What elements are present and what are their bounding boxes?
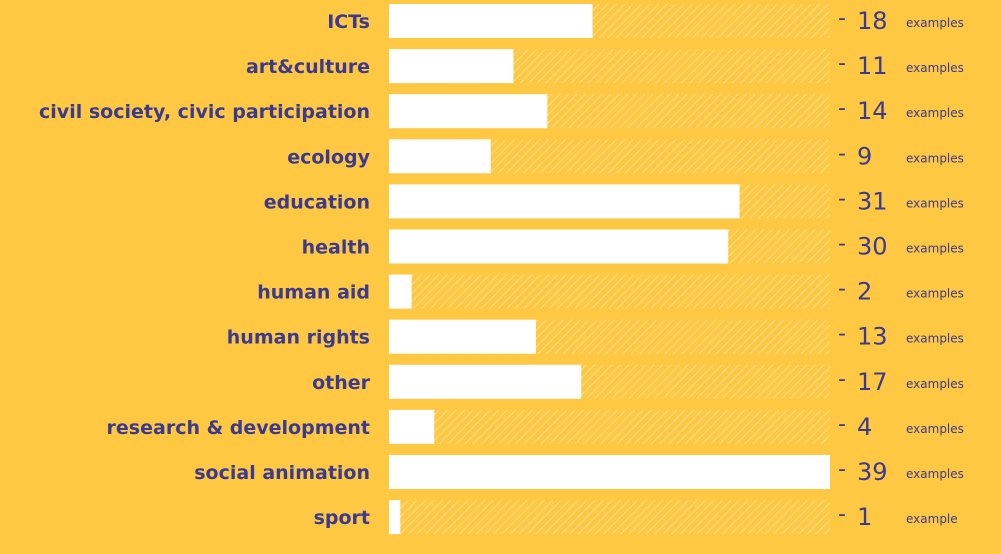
bar — [389, 364, 582, 399]
category-label: human aid — [257, 282, 370, 304]
bar-row: art&culture -11 examples — [246, 49, 964, 84]
unit-label: examples — [906, 422, 964, 436]
bar-row: other -17 examples — [312, 364, 964, 399]
value-label: 4 — [857, 413, 872, 441]
separator-dash: - — [838, 6, 846, 31]
separator-dash: - — [838, 96, 846, 121]
unit-label: examples — [906, 332, 964, 346]
unit-label: examples — [906, 377, 964, 391]
bar-row: social animation -39 examples — [194, 455, 964, 489]
bar — [389, 455, 830, 489]
bar-row: human aid -2 examples — [257, 274, 964, 309]
value-label: 13 — [857, 323, 888, 351]
unit-label: examples — [906, 106, 964, 120]
separator-dash: - — [838, 367, 846, 392]
value-label: 30 — [857, 233, 888, 261]
unit-label: examples — [906, 196, 964, 210]
category-label: sport — [314, 507, 370, 529]
value-label: 11 — [857, 52, 888, 80]
bar — [389, 139, 491, 174]
category-label: art&culture — [246, 56, 370, 78]
separator-dash: - — [838, 51, 846, 76]
separator-dash: - — [838, 457, 846, 482]
bar — [389, 4, 593, 38]
category-label: education — [264, 191, 370, 213]
value-label: 39 — [857, 458, 888, 486]
unit-label: examples — [906, 467, 964, 481]
separator-dash: - — [838, 322, 846, 347]
category-label: ICTs — [327, 11, 370, 33]
unit-label: examples — [906, 61, 964, 75]
category-label: other — [312, 372, 371, 394]
category-label: social animation — [194, 462, 370, 484]
separator-dash: - — [838, 412, 846, 437]
category-label: civil society, civic participation — [39, 101, 370, 123]
category-label: research & development — [107, 417, 370, 439]
bar — [389, 319, 536, 354]
bar-row: ICTs -18 examples — [327, 4, 964, 38]
value-label: 9 — [857, 142, 872, 170]
value-label: 14 — [857, 97, 888, 125]
bar-row: sport -1 example — [314, 500, 958, 535]
bar-row: education -31 examples — [264, 184, 964, 219]
value-label: 2 — [857, 278, 872, 306]
bar-row: human rights -13 examples — [227, 319, 964, 354]
category-label: health — [302, 237, 370, 259]
value-label: 1 — [857, 503, 872, 531]
bar — [389, 409, 435, 444]
bar-row: research & development -4 examples — [107, 409, 964, 444]
bar-track — [389, 274, 830, 309]
bar — [389, 500, 401, 535]
unit-label: example — [906, 512, 958, 526]
separator-dash: - — [838, 186, 846, 211]
bar — [389, 229, 729, 264]
bar-row: ecology -9 examples — [287, 139, 964, 174]
value-label: 18 — [857, 7, 888, 35]
unit-label: examples — [906, 242, 964, 256]
unit-label: examples — [906, 16, 964, 30]
separator-dash: - — [838, 502, 846, 527]
value-label: 31 — [857, 187, 888, 215]
bar — [389, 49, 514, 84]
bar — [389, 274, 412, 309]
bar-row: civil society, civic participation -14 exa… — [39, 94, 964, 129]
separator-dash: - — [838, 232, 846, 257]
bar-row: health -30 examples — [302, 229, 964, 264]
bar — [389, 184, 740, 219]
bar-track — [389, 500, 830, 535]
bar-track — [389, 409, 830, 444]
value-label: 17 — [857, 368, 888, 396]
unit-label: examples — [906, 151, 964, 165]
category-label: ecology — [287, 146, 370, 168]
unit-label: examples — [906, 287, 964, 301]
separator-dash: - — [838, 141, 846, 166]
category-label: human rights — [227, 327, 370, 349]
separator-dash: - — [838, 277, 846, 302]
bar — [389, 94, 548, 129]
